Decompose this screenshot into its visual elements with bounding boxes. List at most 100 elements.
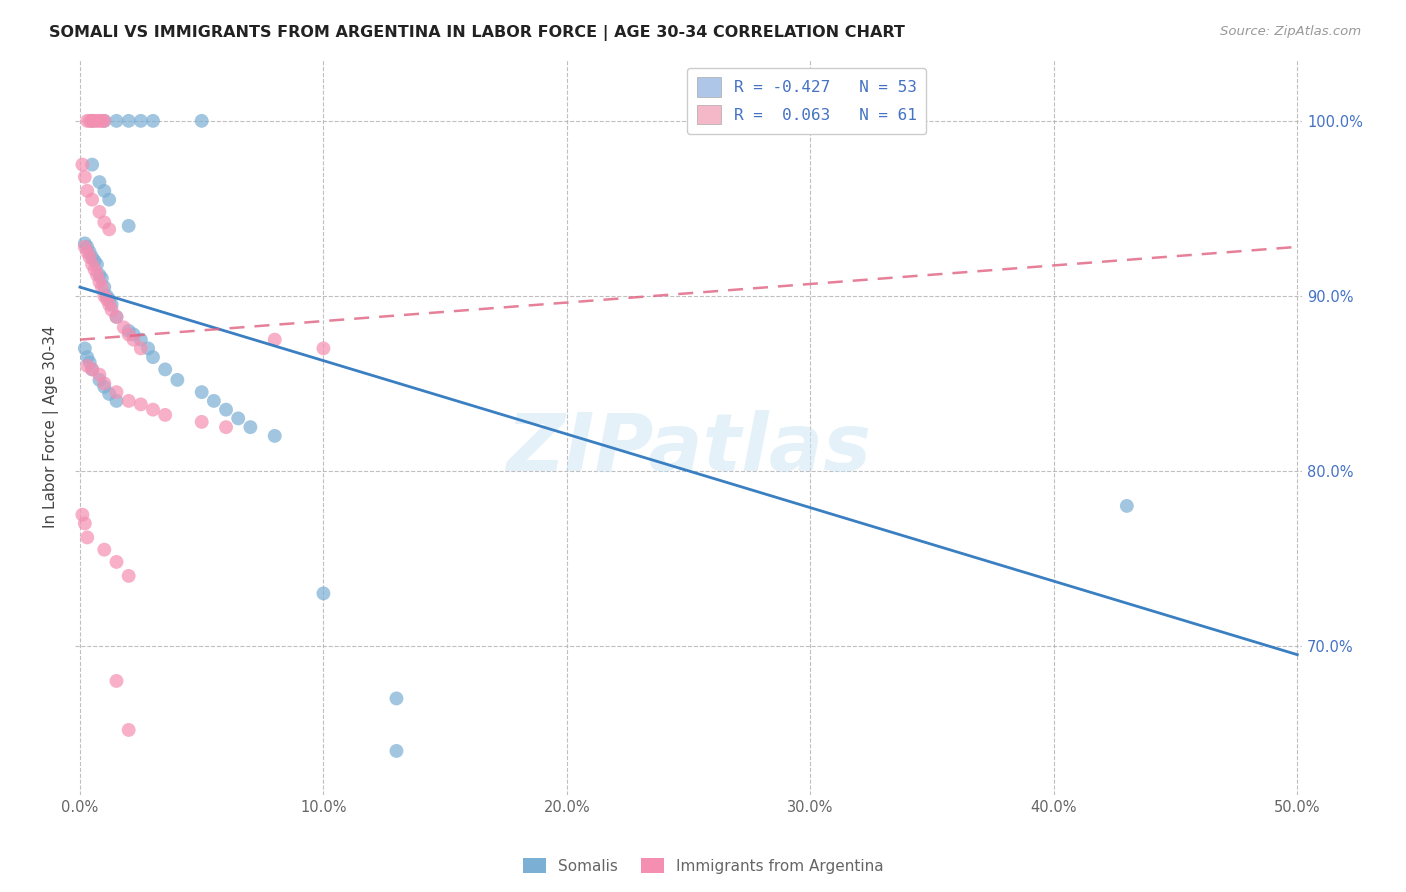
Text: Source: ZipAtlas.com: Source: ZipAtlas.com (1220, 25, 1361, 38)
Point (89, 205, 111, 219)
Point (73, 516, 96, 531)
Point (385, 744, 408, 758)
Point (190, 113, 212, 128)
Text: SOMALI VS IMMIGRANTS FROM ARGENTINA IN LABOR FORCE | AGE 30-34 CORRELATION CHART: SOMALI VS IMMIGRANTS FROM ARGENTINA IN L… (49, 25, 905, 41)
Point (312, 586, 335, 600)
Point (76, 184, 98, 198)
Point (89, 175, 111, 189)
Point (105, 393, 128, 408)
Point (122, 327, 145, 342)
Point (76, 350, 98, 364)
Point (129, 113, 152, 128)
Point (96, 289, 118, 303)
Point (239, 420, 262, 434)
Point (89, 368, 111, 382)
Point (86, 257, 108, 271)
Point (93, 376, 115, 391)
Point (100, 302, 122, 317)
Point (82, 257, 104, 271)
Point (263, 333, 285, 347)
Point (105, 310, 128, 324)
Point (76, 240, 98, 254)
Point (118, 569, 141, 583)
Point (83, 253, 105, 268)
Point (190, 385, 212, 400)
Point (82, 362, 104, 376)
Point (93, 289, 115, 303)
Point (79, 355, 101, 369)
Point (385, 691, 408, 706)
Point (98, 222, 121, 236)
Point (89, 268, 111, 282)
Point (166, 373, 188, 387)
Point (86, 268, 108, 282)
Point (79, 113, 101, 128)
Legend: R = -0.427   N = 53, R =  0.063   N = 61: R = -0.427 N = 53, R = 0.063 N = 61 (688, 68, 927, 134)
Point (93, 113, 115, 128)
Point (118, 723, 141, 737)
Point (93, 184, 115, 198)
Point (105, 555, 128, 569)
Point (89, 113, 111, 128)
Point (142, 350, 165, 364)
Point (73, 169, 96, 184)
Point (76, 359, 98, 373)
Point (89, 373, 111, 387)
Y-axis label: In Labor Force | Age 30-34: In Labor Force | Age 30-34 (44, 326, 59, 528)
Point (79, 251, 101, 265)
Point (90, 271, 112, 285)
Point (98, 293, 121, 307)
Point (1115, 499, 1137, 513)
Point (98, 193, 121, 207)
Point (96, 293, 118, 307)
Point (118, 113, 141, 128)
Point (100, 298, 122, 312)
Point (82, 362, 104, 376)
Point (79, 245, 101, 260)
Point (98, 298, 121, 312)
Point (86, 113, 108, 128)
Point (93, 113, 115, 128)
Point (82, 113, 104, 128)
Point (73, 236, 96, 251)
Point (129, 333, 152, 347)
Point (118, 393, 141, 408)
Point (82, 158, 104, 172)
Point (112, 320, 135, 334)
Point (215, 402, 238, 417)
Point (118, 324, 141, 338)
Point (215, 420, 238, 434)
Point (136, 342, 159, 356)
Point (72, 158, 94, 172)
Point (72, 508, 94, 522)
Legend: Somalis, Immigrants from Argentina: Somalis, Immigrants from Argentina (516, 852, 890, 880)
Point (153, 362, 176, 376)
Point (105, 113, 128, 128)
Point (89, 275, 111, 289)
Point (90, 113, 112, 128)
Point (118, 219, 141, 233)
Point (312, 342, 335, 356)
Point (190, 415, 212, 429)
Point (105, 673, 128, 688)
Point (142, 113, 165, 128)
Point (76, 113, 98, 128)
Text: ZIPatlas: ZIPatlas (506, 410, 872, 488)
Point (90, 280, 112, 294)
Point (73, 342, 96, 356)
Point (105, 385, 128, 400)
Point (142, 402, 165, 417)
Point (82, 113, 104, 128)
Point (122, 333, 145, 347)
Point (76, 245, 98, 260)
Point (129, 342, 152, 356)
Point (98, 387, 121, 401)
Point (93, 542, 115, 557)
Point (93, 380, 115, 394)
Point (73, 240, 96, 254)
Point (105, 310, 128, 324)
Point (93, 215, 115, 229)
Point (202, 393, 225, 408)
Point (76, 530, 98, 544)
Point (263, 429, 285, 443)
